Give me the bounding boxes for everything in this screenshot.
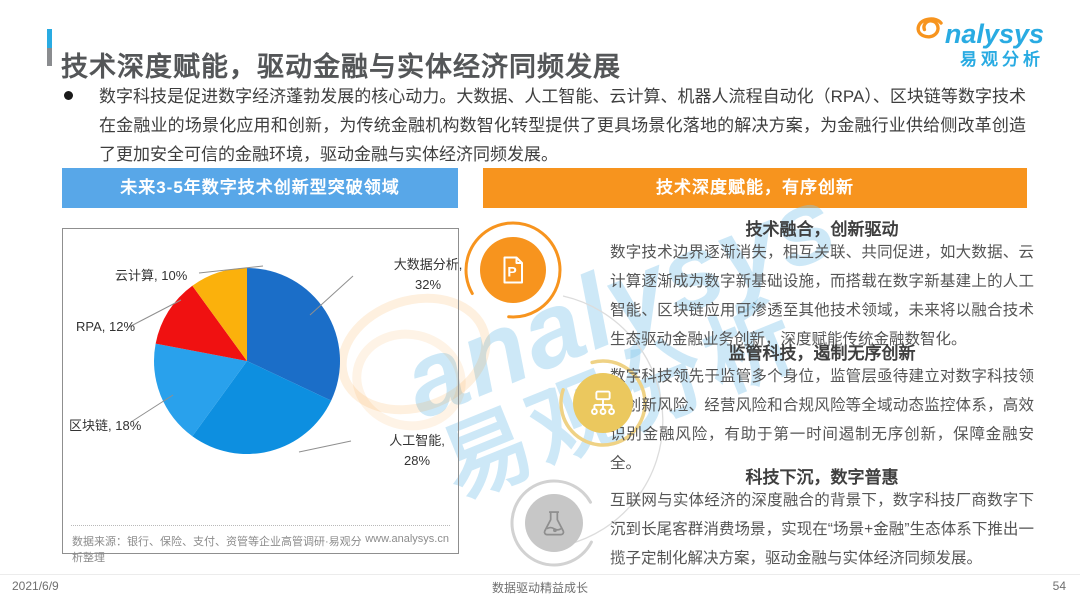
- orange-ring-icon: [464, 221, 562, 319]
- flask-icon: [525, 494, 583, 552]
- left-section-header: 未来3-5年数字技术创新型突破领域: [62, 168, 458, 208]
- website-link[interactable]: www.analysys.cn: [365, 533, 449, 545]
- intro-paragraph: 数字科技是促进数字经济蓬勃发展的核心动力。大数据、人工智能、云计算、机器人流程自…: [99, 87, 1026, 164]
- logo-swirl-icon: [913, 16, 945, 48]
- title-accent-bar: [47, 29, 52, 66]
- analysys-logo: nalysys 易观分析: [913, 16, 1044, 68]
- pie-slice: [247, 268, 340, 401]
- pie-chart-panel: 大数据分析, 32% 人工智能, 28% 区块链, 18% RPA, 12% 云计算…: [62, 228, 462, 564]
- data-source-note: 数据来源：银行、保险、支付、资管等企业高管调研·易观分析整理: [72, 536, 362, 564]
- right-section-header: 技术深度赋能，有序创新: [483, 168, 1027, 208]
- footer-date: 2021/6/9: [12, 579, 59, 593]
- pie-slice: [154, 343, 247, 437]
- pie-label-blockchain: 区块链, 18%: [69, 418, 142, 433]
- sitemap-icon: [573, 373, 633, 433]
- page-number: 54: [1052, 579, 1066, 593]
- page-title: 技术深度赋能，驱动金融与实体经济同频发展: [61, 52, 621, 83]
- logo-brand-cn: 易观分析: [960, 50, 1044, 69]
- footer-slogan: 数据驱动精益成长: [491, 581, 588, 595]
- section-2-title: 监管科技，遏制无序创新: [728, 344, 916, 363]
- section-1-title: 技术融合，创新驱动: [745, 220, 899, 239]
- logo-brand-text: nalysys: [944, 19, 1044, 49]
- pie-label-ai: 人工智能, 28%: [389, 433, 445, 468]
- pie-slice: [192, 361, 332, 454]
- pie-slice: [192, 268, 247, 361]
- pie-slice: [155, 285, 247, 361]
- pie-label-cloud: 云计算, 10%: [115, 268, 188, 283]
- bullet-dot-icon: [64, 91, 73, 100]
- section-3-title: 科技下沉，数字普惠: [745, 468, 899, 487]
- section-2-body: 数字科技领先于监管多个身位，监管层亟待建立对数字科技领域创新风险、经营风险和合规…: [610, 368, 1034, 472]
- pie-label-rpa: RPA, 12%: [76, 319, 136, 334]
- svg-text:P: P: [507, 264, 516, 280]
- source-divider: [71, 525, 450, 526]
- footer-divider: [0, 574, 1080, 575]
- document-p-icon: P: [480, 237, 546, 303]
- pie-chart: [128, 265, 354, 454]
- pie-label-bigdata: 大数据分析, 32%: [393, 257, 463, 292]
- section-3-body: 互联网与实体经济的深度融合的背景下，数字科技厂商数字下沉到长尾客群消费场景，实现…: [610, 492, 1034, 567]
- section-1-body: 数字技术边界逐渐消失，相互关联、共同促进，如大数据、云计算逐渐成为数字新基础设施…: [610, 244, 1034, 348]
- label-leader-lines: [128, 265, 354, 453]
